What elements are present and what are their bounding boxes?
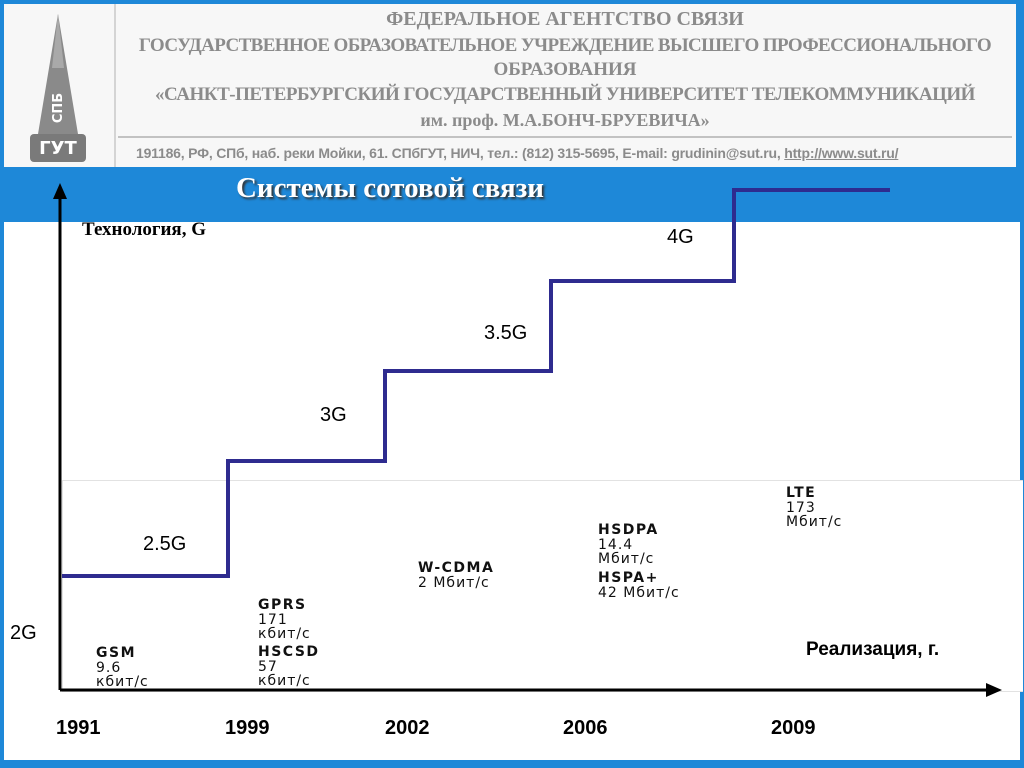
contacts-text: 191186, РФ, СПб, наб. реки Мойки, 61. СП…	[136, 145, 785, 161]
website-link[interactable]: http://www.sut.ru/	[784, 145, 899, 161]
tech-gsm: GSM 9.6 кбит/с	[96, 645, 149, 689]
x-axis-label: Реализация, г.	[806, 639, 940, 660]
tech-speed-unit: Мбит/с	[786, 514, 843, 530]
header-institution-line2: ОБРАЗОВАНИЯ	[493, 59, 637, 80]
x-axis-arrow	[986, 683, 1002, 697]
tech-name: W-CDMA	[418, 560, 495, 576]
tech-speed-unit: кбит/с	[96, 674, 149, 690]
tech-speed-value: 9.6	[96, 660, 122, 676]
year-label-1991: 1991	[56, 717, 101, 739]
tech-name: HSPA+	[598, 570, 659, 586]
technology-panel	[62, 480, 1023, 692]
logo-text-bottom: ГУТ	[39, 138, 77, 159]
generation-label-2-5g: 2.5G	[143, 533, 187, 555]
header-contacts: 191186, РФ, СПб, наб. реки Мойки, 61. СП…	[136, 145, 1008, 161]
tech-w-cdma: W-CDMA 2 Мбит/с	[418, 560, 494, 590]
tech-speed: 2 Мбит/с	[418, 575, 490, 591]
slide-title: Системы сотовой связи	[235, 172, 545, 204]
year-label-2006: 2006	[563, 717, 608, 739]
y-axis-label: Технология, G	[82, 219, 206, 240]
tech-speed-value: 57	[258, 659, 278, 675]
tech-speed-value: 171	[258, 612, 288, 628]
header-university-honorific: им. проф. М.А.БОНЧ-БРУЕВИЧА»	[420, 110, 710, 130]
logo-text-top: СПБ	[51, 93, 66, 123]
generation-label-3-5g: 3.5G	[484, 322, 528, 344]
year-label-2009: 2009	[771, 717, 816, 739]
tech-gprs: GPRS 171 кбит/с	[258, 597, 311, 641]
tech-hsdpa: HSDPA 14.4 Мбит/с	[598, 522, 659, 566]
header-panel: СПБ ГУТ ФЕДЕРАЛЬНОЕ АГЕНТСТВО СВЯЗИ ГОСУ…	[4, 4, 1016, 167]
tech-name: GSM	[96, 645, 137, 661]
y-axis-arrow	[53, 183, 67, 199]
generation-staircase	[62, 188, 890, 578]
tech-hscsd: HSCSD 57 кбит/с	[258, 644, 320, 688]
tech-hspa-plus: HSPA+ 42 Мбит/с	[598, 570, 680, 600]
year-label-2002: 2002	[385, 717, 430, 739]
tech-name: HSCSD	[258, 644, 320, 660]
tech-speed-unit: кбит/с	[258, 673, 311, 689]
logo-panel: СПБ ГУТ	[4, 4, 116, 167]
tech-speed-unit: кбит/с	[258, 626, 311, 642]
tech-speed-value: 14.4	[598, 537, 634, 553]
tech-lte: LTE 173 Мбит/с	[786, 485, 842, 529]
tech-name: GPRS	[258, 597, 307, 613]
year-label-1999: 1999	[225, 717, 270, 739]
header-university-name: «САНКТ-ПЕТЕРБУРГСКИЙ ГОСУДАРСТВЕННЫЙ УНИ…	[155, 84, 975, 105]
tech-name: LTE	[786, 485, 817, 501]
header-agency: ФЕДЕРАЛЬНОЕ АГЕНТСТВО СВЯЗИ	[386, 8, 744, 30]
generation-label-4g: 4G	[667, 226, 694, 248]
generation-label-2g: 2G	[10, 622, 37, 644]
tech-speed-unit: Мбит/с	[598, 551, 655, 567]
generation-label-3g: 3G	[320, 404, 347, 426]
tech-name: HSDPA	[598, 522, 659, 538]
header-divider	[118, 136, 1012, 138]
tech-speed: 42 Мбит/с	[598, 585, 680, 601]
header-institution-line1: ГОСУДАРСТВЕННОЕ ОБРАЗОВАТЕЛЬНОЕ УЧРЕЖДЕН…	[138, 35, 992, 56]
university-logo: СПБ ГУТ	[30, 14, 86, 162]
tech-speed-value: 173	[786, 500, 816, 516]
